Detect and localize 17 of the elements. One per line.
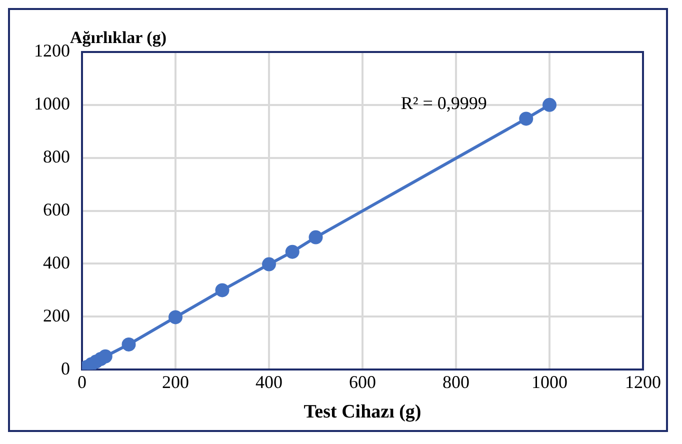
y-tick-label: 800 xyxy=(43,146,70,167)
x-tick-label: 800 xyxy=(442,372,470,392)
y-tick-label: 0 xyxy=(61,358,70,378)
x-tick-label: 400 xyxy=(256,372,282,392)
x-tick-label: 1200 xyxy=(625,372,661,392)
y-tick-label: 1200 xyxy=(34,40,70,61)
x-tick-label: 1000 xyxy=(532,372,568,392)
y-tick-label: 400 xyxy=(43,252,70,272)
x-axis-title: Test Cihazı (g) xyxy=(304,402,422,423)
y-tick-label: 1000 xyxy=(34,94,70,114)
y-axis-title: Ağırlıklar (g) xyxy=(70,28,166,48)
x-tick-label: 200 xyxy=(162,372,189,392)
x-tick-label: 0 xyxy=(78,372,86,392)
x-tick-label: 600 xyxy=(349,372,376,392)
y-tick-label: 600 xyxy=(43,200,70,220)
annotation: R² = 0,9999 xyxy=(400,93,487,114)
y-tick-label: 200 xyxy=(43,305,70,326)
